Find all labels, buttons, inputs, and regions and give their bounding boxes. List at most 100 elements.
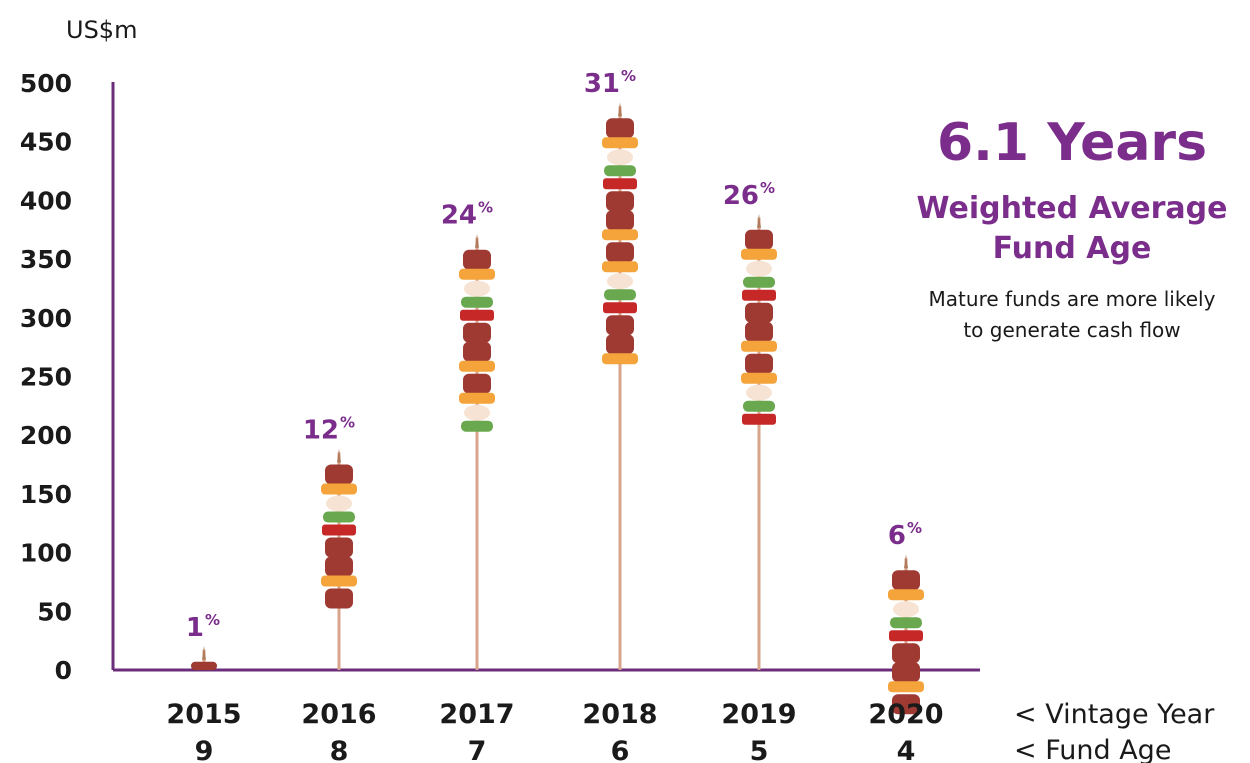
y-tick-label: 350 [20, 245, 72, 274]
skewer-tip [475, 233, 479, 248]
callout-headline: 6.1 Years [937, 113, 1207, 173]
share-label-2015: 1% [186, 611, 220, 643]
pineapple-piece [602, 353, 638, 365]
share-value: 26 [723, 181, 759, 211]
onion-piece [607, 149, 633, 166]
share-percent-sign: % [340, 414, 355, 432]
meat-piece [606, 334, 634, 355]
share-label-2018: 31% [584, 67, 636, 99]
meat-piece [606, 242, 634, 263]
x-tick-vintage-year: 2017 [439, 699, 514, 730]
x-tick-fund-age: 4 [897, 736, 916, 763]
onion-piece [746, 260, 772, 277]
share-value: 1 [186, 613, 204, 643]
share-value: 31 [584, 69, 620, 99]
pineapple-piece [888, 681, 924, 693]
skewer-tip [202, 645, 206, 660]
green-pepper-piece [604, 165, 636, 177]
x-tick-fund-age: 9 [195, 736, 214, 763]
meat-piece [606, 315, 634, 336]
pineapple-piece [602, 137, 638, 149]
onion-piece [464, 404, 490, 421]
share-label-2019: 26% [723, 179, 775, 211]
skewer-tip [337, 448, 341, 463]
share-percent-sign: % [205, 611, 220, 629]
bar-skewer-2017 [459, 233, 495, 670]
meat-piece [892, 570, 920, 591]
meat-piece [463, 249, 491, 270]
meat-piece [892, 662, 920, 683]
pineapple-piece [602, 261, 638, 273]
red-pepper-piece [889, 630, 923, 642]
callout-subhead-line1: Weighted Average [916, 191, 1227, 226]
share-value: 6 [888, 521, 906, 551]
bar-skewer-2016 [321, 448, 357, 670]
share-label-2020: 6% [888, 519, 922, 551]
y-tick-label: 150 [20, 480, 72, 509]
skewer-tip [904, 554, 908, 569]
skewer-tip [618, 102, 622, 117]
pineapple-piece [741, 372, 777, 384]
bar-skewer-2018 [602, 102, 638, 670]
pineapple-piece [459, 392, 495, 404]
callout-subhead-line2: Fund Age [993, 231, 1152, 266]
meat-piece [606, 191, 634, 212]
green-pepper-piece [604, 289, 636, 301]
x-tick-vintage-year: 2016 [301, 699, 376, 730]
x-tick-fund-age: 6 [611, 736, 630, 763]
meat-piece [191, 661, 217, 670]
x-tick-fund-age: 5 [750, 736, 769, 763]
y-tick-label: 250 [20, 363, 72, 392]
x-tick-fund-age: 8 [330, 736, 349, 763]
y-unit-label: US$m [66, 16, 137, 44]
meat-piece [325, 537, 353, 558]
pineapple-piece [321, 575, 357, 587]
onion-piece [464, 280, 490, 297]
onion-piece [746, 384, 772, 401]
x-tick-vintage-year: 2019 [721, 699, 796, 730]
share-percent-sign: % [478, 199, 493, 217]
green-pepper-piece [743, 400, 775, 412]
red-pepper-piece [603, 178, 637, 190]
pineapple-piece [741, 248, 777, 260]
red-pepper-piece [603, 302, 637, 314]
pineapple-piece [459, 268, 495, 280]
bar-skewer-2020 [888, 554, 924, 715]
callout-note-line1: Mature funds are more likely [929, 287, 1216, 311]
meat-piece [606, 210, 634, 231]
share-percent-sign: % [907, 519, 922, 537]
pineapple-piece [321, 483, 357, 495]
callout-note-line2: to generate cash flow [963, 318, 1180, 342]
meat-piece [745, 302, 773, 323]
onion-piece [607, 273, 633, 290]
pineapple-piece [602, 229, 638, 241]
green-pepper-piece [461, 420, 493, 432]
pineapple-piece [459, 360, 495, 372]
y-tick-label: 50 [37, 597, 72, 626]
bar-skewer-2015 [191, 645, 217, 670]
red-pepper-piece [742, 289, 776, 301]
y-tick-label: 300 [20, 304, 72, 333]
x-tick-vintage-year: 2020 [868, 699, 943, 730]
share-percent-sign: % [760, 179, 775, 197]
onion-piece [326, 495, 352, 512]
meat-piece [325, 464, 353, 485]
share-label-2016: 12% [303, 414, 355, 446]
meat-piece [463, 322, 491, 343]
y-tick-label: 450 [20, 128, 72, 157]
pineapple-piece [888, 589, 924, 601]
x-tick-vintage-year: 2015 [166, 699, 241, 730]
green-pepper-piece [461, 296, 493, 308]
y-tick-label: 400 [20, 186, 72, 215]
meat-piece [745, 321, 773, 342]
y-tick-label: 200 [20, 421, 72, 450]
red-pepper-piece [742, 413, 776, 425]
meat-piece [745, 353, 773, 374]
x-tick-vintage-year: 2018 [582, 699, 657, 730]
meat-piece [892, 643, 920, 664]
meat-piece [325, 556, 353, 577]
meat-piece [325, 588, 353, 609]
meat-piece [606, 118, 634, 139]
y-tick-label: 500 [20, 69, 72, 98]
